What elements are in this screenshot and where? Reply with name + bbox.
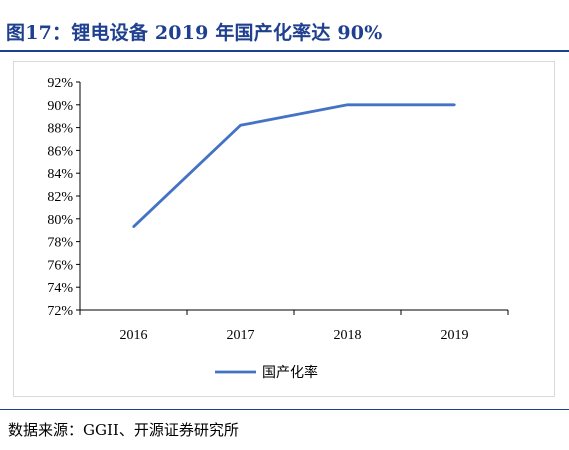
data-point (453, 103, 456, 107)
footer-divider (0, 409, 569, 410)
x-tick-label: 2019 (441, 328, 469, 343)
data-point (239, 124, 242, 127)
y-tick-label: 84% (47, 167, 73, 182)
y-tick-label: 82% (47, 190, 73, 205)
y-tick-label: 76% (47, 258, 73, 273)
source-note: 数据来源：GGII、开源证券研究所 (8, 421, 239, 439)
x-tick-label: 2017 (227, 328, 255, 343)
y-tick-label: 80% (47, 213, 73, 228)
chart-title: 图17：锂电设备 2019 年国产化率达 90% (6, 22, 383, 44)
y-tick-label: 88% (47, 122, 73, 137)
series-line (132, 103, 455, 228)
legend: 国产化率 (215, 364, 318, 381)
chart-frame (13, 61, 555, 397)
x-tick-label: 2016 (120, 328, 148, 343)
y-axis-ticks: 92% 90% 88% 86% 84% 82% 80% 78% 76% 74% 72% (47, 76, 80, 319)
x-tick-label: 2018 (334, 328, 362, 343)
y-tick-label: 78% (47, 236, 73, 251)
y-tick-label: 90% (47, 99, 73, 114)
legend-label: 国产化率 (262, 364, 318, 381)
y-tick-label: 92% (47, 76, 73, 91)
x-axis-ticks: 2016 2017 2018 2019 (79, 310, 509, 343)
data-point (132, 225, 135, 228)
y-tick-label: 74% (47, 281, 73, 296)
data-point (346, 103, 349, 107)
line-chart: 92%90%88%86%84%82%80%78%76%74%72% 2016 20… (47, 76, 509, 381)
y-tick-label: 72% (47, 304, 73, 319)
series-layer (132, 103, 456, 228)
y-tick-label: 86% (47, 144, 73, 159)
title-underline (0, 50, 569, 52)
